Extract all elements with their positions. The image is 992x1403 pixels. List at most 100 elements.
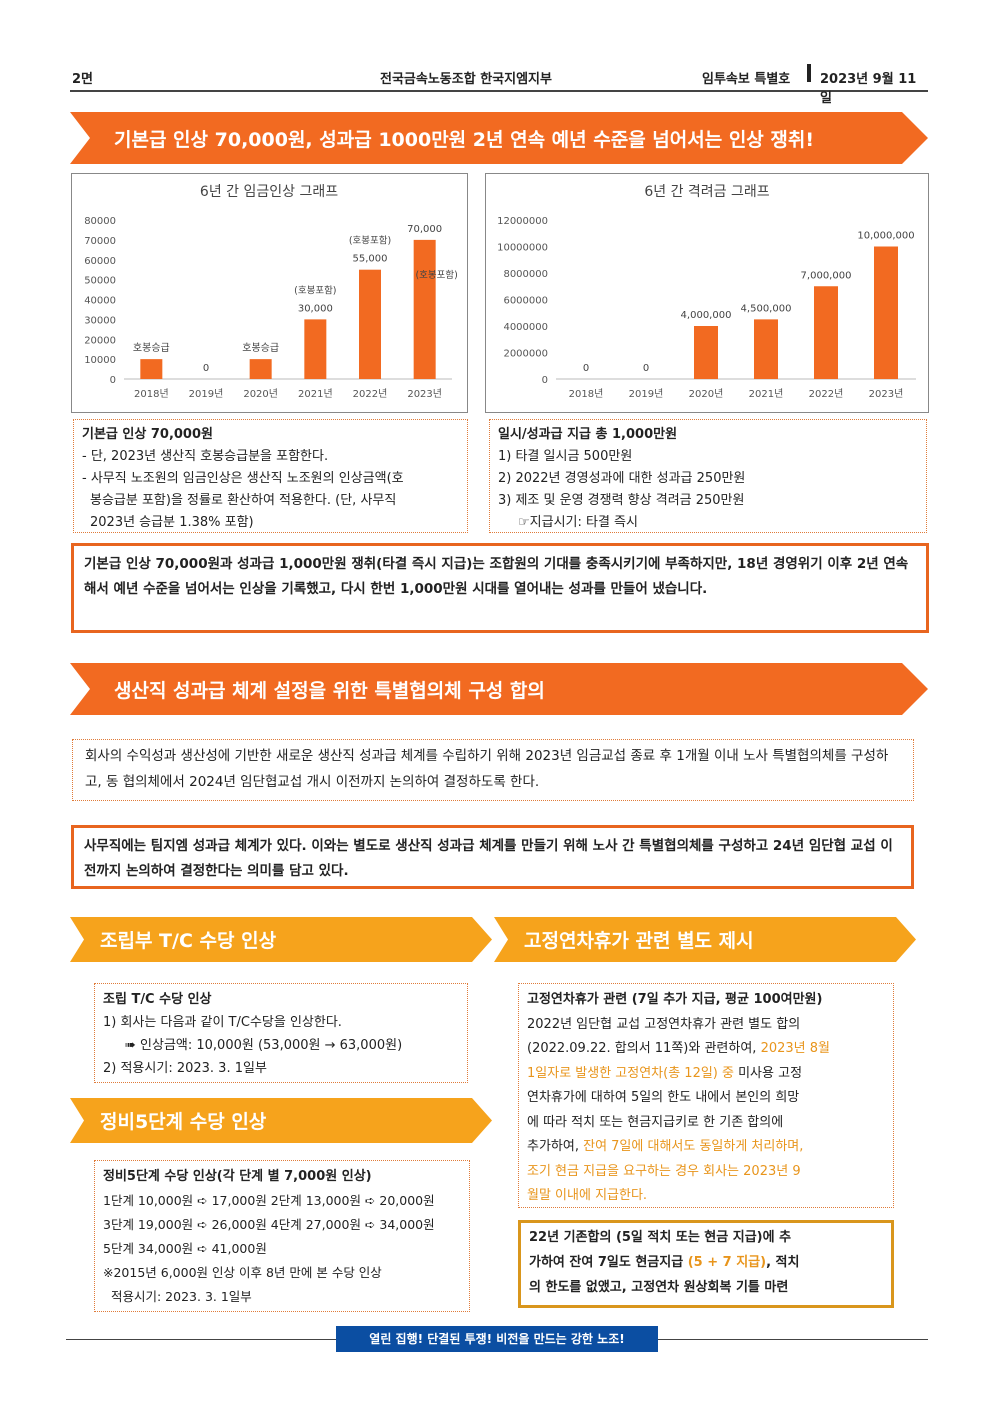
y-tick-label: 20000 [84, 335, 116, 346]
x-tick-label: 2022년 [353, 388, 388, 400]
tc-allowance-title: 조립 T/C 수당 인상 [103, 992, 212, 1007]
base-wage-line: 2023년 승급분 1.38% 포함) [90, 515, 254, 530]
bonus-line: ☞지급시기: 타결 즉시 [518, 515, 638, 530]
data-label: 4,000,000 [681, 310, 732, 321]
banner-tc-allowance-text: 조립부 T/C 수당 인상 [100, 930, 277, 952]
x-tick-label: 2020년 [243, 388, 278, 400]
page-header: 2면 전국금속노동조합 한국지엠지부 임투속보 특별호 2023년 9월 11일 [70, 62, 928, 106]
summary-leave-line: , 적치 [766, 1255, 800, 1270]
data-label: 0 [643, 363, 649, 374]
fixed-leave-line: 2022년 임단협 교섭 고정연차휴가 관련 별도 합의 [527, 1016, 801, 1032]
data-sublabel: (호봉포함) [415, 270, 457, 281]
data-label: 호봉승급 [242, 342, 279, 354]
data-label: 0 [583, 363, 589, 374]
data-label: 70,000 [407, 224, 442, 235]
data-label: 0 [203, 363, 209, 374]
chart-title: 6년 간 격려금 그래프 [644, 184, 769, 200]
y-tick-label: 60000 [84, 256, 116, 267]
bonus-box: 일시/성과급 지급 총 1,000만원 1) 타결 일시금 500만원 2) 2… [489, 419, 927, 533]
fixed-leave-title: 고정연차휴가 관련 (7일 추가 지급, 평균 100여만원) [527, 992, 823, 1007]
banner-special-council-text: 생산직 성과급 체계 설정을 위한 특별협의체 구성 합의 [114, 679, 545, 702]
y-tick-label: 0 [542, 375, 548, 386]
bonus-line: 1) 타결 일시금 500만원 [498, 449, 633, 464]
edition-label: 임투속보 특별호 [702, 72, 791, 87]
y-tick-label: 50000 [84, 276, 116, 287]
summary-leave-line: 22년 기존합의 (5일 적치 또는 현금 지급)에 추 [529, 1230, 792, 1245]
tc-allowance-box: 조립 T/C 수당 인상 1) 회사는 다음과 같이 T/C수당을 인상한다. … [94, 983, 468, 1083]
banner-special-council: 생산직 성과급 체계 설정을 위한 특별협의체 구성 합의 [70, 663, 928, 715]
data-label: 7,000,000 [801, 270, 852, 281]
footer-slogan: 열린 집행! 단결된 투쟁! 비전을 만드는 강한 노조! [336, 1326, 658, 1352]
summary-council-text: 사무직에는 팀지엠 성과급 체계가 있다. 이와는 별도로 생산직 성과급 체계… [84, 838, 893, 879]
maint-allowance-line: 1단계 10,000원 ➪ 17,000원 2단계 13,000원 ➪ 20,0… [103, 1193, 435, 1208]
x-tick-label: 2023년 [407, 388, 442, 400]
y-tick-label: 40000 [84, 296, 116, 307]
data-label: 호봉승급 [133, 342, 170, 354]
fixed-leave-line: 추가하여, [527, 1139, 584, 1154]
fixed-leave-highlight: 1일자로 발생한 고정연차(총 12일) 중 [527, 1065, 734, 1081]
summary-leave-line: 의 한도를 없앴고, 고정연차 원상회복 기틀 마련 [529, 1280, 789, 1295]
x-tick-label: 2022년 [809, 388, 844, 400]
maint-allowance-line: ※2015년 6,000원 인상 이후 8년 만에 본 수당 인상 [103, 1265, 382, 1280]
summary-leave-highlight: (5 + 7 지급) [687, 1255, 767, 1270]
y-tick-label: 70000 [84, 236, 116, 247]
x-tick-label: 2019년 [189, 388, 224, 400]
fixed-leave-highlight: 잔여 7일에 대해서도 동일하게 처리하며, [583, 1139, 804, 1154]
base-wage-line: - 단, 2023년 생산직 호봉승급분을 포함한다. [82, 449, 329, 464]
bonus-chart-svg: 6년 간 격려금 그래프 0 2000000 4000000 6000000 800000… [497, 184, 916, 400]
bonus-line: 3) 제조 및 운영 경쟁력 향상 격려금 250만원 [498, 493, 745, 508]
special-council-text: 회사의 수익성과 생산성에 기반한 새로운 생산직 성과급 체계를 수립하기 위… [85, 748, 889, 790]
y-tick-label: 4000000 [503, 322, 548, 333]
bonus-chart: 6년 간 격려금 그래프 0 2000000 4000000 6000000 800000… [485, 173, 929, 413]
banner-wage-bonus-text: 기본급 인상 70,000원, 성과급 1000만원 2년 연속 예년 수준을 … [114, 128, 815, 151]
bar [304, 319, 327, 379]
banner-fixed-leave-text: 고정연차휴가 관련 별도 제시 [524, 930, 754, 952]
header-divider [807, 64, 811, 82]
data-sublabel: (호봉포함) [349, 236, 391, 247]
issue-date: 2023년 9월 11일 [820, 72, 917, 106]
x-tick-label: 2020년 [689, 388, 724, 400]
bar [359, 269, 381, 379]
y-tick-label: 12000000 [497, 216, 548, 227]
x-tick-label: 2019년 [629, 388, 664, 400]
special-council-text-box: 회사의 수익성과 생산성에 기반한 새로운 생산직 성과급 체계를 수립하기 위… [72, 739, 914, 801]
fixed-leave-highlight: 조기 현금 지급을 요구하는 경우 회사는 2023년 9 [527, 1163, 801, 1179]
bar [413, 239, 436, 379]
fixed-leave-box: 고정연차휴가 관련 (7일 추가 지급, 평균 100여만원) 2022년 임단… [518, 983, 894, 1208]
summary-wage-box: 기본급 인상 70,000원과 성과급 1,000만원 쟁취(타결 즉시 지급)… [71, 543, 929, 633]
tc-allowance-line: ➠ 인상금액: 10,000원 (53,000원 → 63,000원) [125, 1038, 403, 1053]
fixed-leave-line: 연차휴가에 대하여 5일의 한도 내에서 본인의 희망 [527, 1090, 800, 1105]
base-wage-box: 기본급 인상 70,000원 - 단, 2023년 생산직 호봉승급분을 포함한… [73, 419, 468, 533]
y-tick-label: 10000 [84, 355, 116, 366]
y-tick-label: 10000000 [497, 243, 548, 254]
bar [814, 286, 838, 379]
data-label: 10,000,000 [857, 231, 914, 242]
wage-increase-chart: 6년 간 임금인상 그래프 0 10000 20000 30000 40000 50000 6… [71, 173, 468, 413]
tc-allowance-line: 1) 회사는 다음과 같이 T/C수당을 인상한다. [103, 1015, 342, 1030]
bar [754, 319, 778, 379]
fixed-leave-line: (2022.09.22. 합의서 11쪽)와 관련하여, [527, 1041, 761, 1056]
y-tick-label: 0 [110, 375, 116, 386]
bar [249, 359, 272, 379]
tc-allowance-line: 2) 적용시기: 2023. 3. 1일부 [103, 1061, 267, 1076]
bonus-title: 일시/성과급 지급 총 1,000만원 [498, 427, 678, 442]
data-label: 4,500,000 [741, 303, 792, 314]
data-label: 30,000 [298, 303, 333, 314]
org-name: 전국금속노동조합 한국지엠지부 [380, 72, 552, 87]
fixed-leave-line: 미사용 고정 [733, 1065, 803, 1081]
data-sublabel: (호봉포함) [294, 285, 336, 296]
maint-allowance-line: 3단계 19,000원 ➪ 26,000원 4단계 27,000원 ➪ 34,0… [103, 1217, 435, 1232]
x-tick-label: 2018년 [134, 388, 169, 400]
x-tick-label: 2021년 [298, 388, 333, 400]
banner-maint-allowance-text: 정비5단계 수당 인상 [100, 1111, 267, 1133]
fixed-leave-highlight: 2023년 8월 [760, 1041, 830, 1056]
fixed-leave-highlight: 월말 이내에 지급한다. [527, 1188, 648, 1203]
bar [140, 359, 163, 379]
y-tick-label: 2000000 [503, 349, 548, 360]
summary-leave-line: 가하여 잔여 7일도 현금지급 [529, 1255, 688, 1270]
maint-allowance-box: 정비5단계 수당 인상(각 단계 별 7,000원 인상) 1단계 10,000… [94, 1160, 470, 1312]
chart-title: 6년 간 임금인상 그래프 [200, 184, 338, 200]
base-wage-line: 봉승급분 포함)을 정률로 환산하여 적용한다. (단, 사무직 [90, 493, 397, 508]
bar [874, 246, 898, 379]
page-number: 2면 [72, 72, 94, 87]
